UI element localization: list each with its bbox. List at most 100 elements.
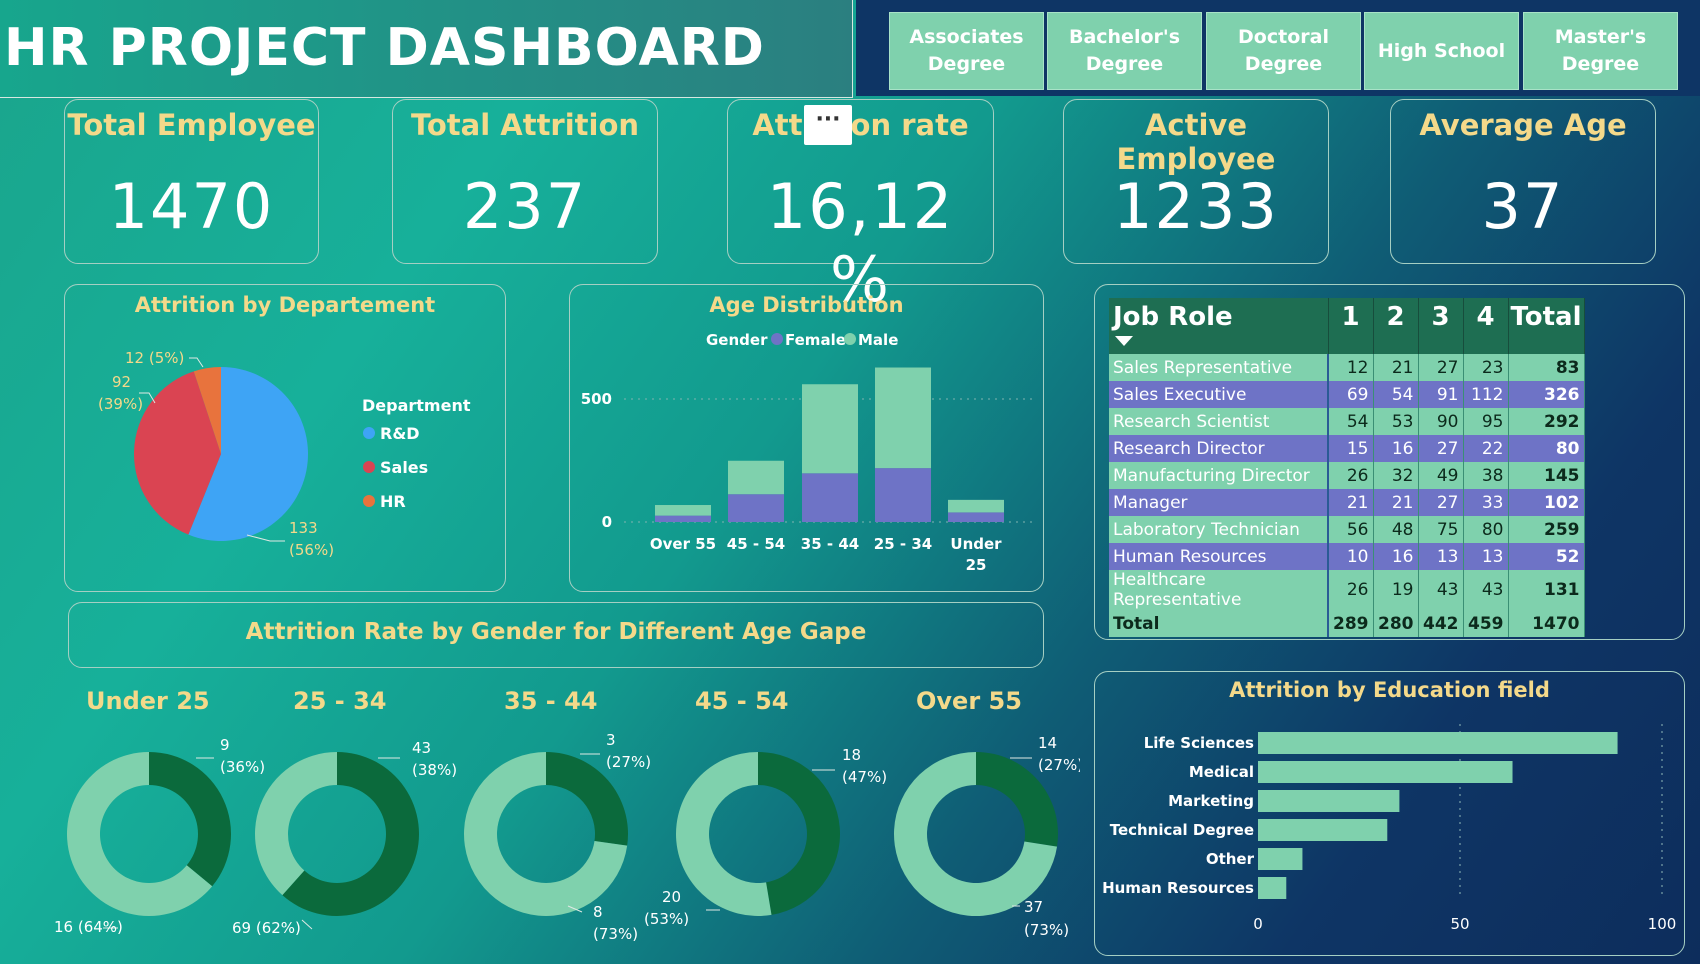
donut-segment-light[interactable] — [66, 752, 213, 916]
table-row: Sales Executive 69 54 91 112 326 — [1109, 381, 1585, 408]
legend-title: Department — [362, 396, 471, 415]
total-cell: 326 — [1508, 381, 1585, 408]
legend-dot — [363, 427, 375, 439]
slicer-button-1[interactable]: Associates Degree — [889, 12, 1044, 90]
total-cell: 292 — [1508, 408, 1585, 435]
donut-segment-light[interactable] — [675, 752, 772, 916]
donut-segment-dark[interactable] — [282, 752, 419, 916]
age-group-title: 45 - 54 — [695, 687, 789, 715]
slicer-label-line1: Bachelor's — [1068, 26, 1181, 48]
y-tick-label: Medical — [1189, 763, 1254, 781]
column-header[interactable]: Total — [1508, 298, 1585, 354]
legend-item[interactable]: HR — [380, 492, 406, 511]
column-header-label: 2 — [1386, 302, 1405, 332]
edu-bar-3[interactable] — [1258, 790, 1400, 812]
slicer-label: Master's Degree — [1555, 24, 1647, 78]
sort-descending-icon[interactable] — [1115, 336, 1135, 348]
x-tick-label: 0 — [1253, 915, 1263, 933]
kpi-card-2: Total Attrition 237 — [392, 99, 658, 264]
column-header[interactable]: Job Role — [1109, 298, 1329, 354]
donut-segment-dark[interactable] — [976, 752, 1058, 847]
kpi-card-4: Active Employee 1233 — [1063, 99, 1329, 264]
edu-bar-5[interactable] — [1258, 848, 1303, 870]
column-header[interactable]: 1 — [1328, 298, 1374, 354]
job-role-cell: Healthcare Representative — [1109, 570, 1329, 610]
total-cell: 52 — [1508, 543, 1585, 570]
bar-male-2[interactable] — [728, 460, 784, 495]
donut-segment-light[interactable] — [893, 752, 1058, 916]
bar-male-1[interactable] — [655, 505, 711, 516]
slicer-button-2[interactable]: Bachelor's Degree — [1047, 12, 1202, 90]
total-value-cell: 442 — [1418, 610, 1464, 637]
slicer-label: Associates Degree — [909, 24, 1023, 78]
grand-total-cell: 1470 — [1508, 610, 1585, 637]
bar-male-4[interactable] — [875, 367, 931, 469]
pie-slice-sales[interactable] — [134, 371, 221, 535]
value-cell: 21 — [1373, 354, 1419, 381]
slicer-button-3[interactable]: Doctoral Degree — [1206, 12, 1361, 90]
value-cell: 21 — [1328, 489, 1374, 516]
slicer-label-line1: High School — [1377, 39, 1506, 62]
donut-segment-light[interactable] — [255, 752, 337, 896]
value-cell: 80 — [1463, 516, 1509, 543]
gender-attrition-donuts: 9 (36%) 16 (64%) 69 (62%) 43 (38%) 3 (27%) 8 (73%… — [54, 731, 1080, 943]
edu-bar-2[interactable] — [1258, 761, 1513, 783]
donut-segment-light[interactable] — [463, 752, 628, 916]
pie-data-label: 92 — [112, 373, 131, 391]
pie-slice-rd[interactable] — [188, 367, 309, 541]
bar-female-4[interactable] — [875, 468, 931, 522]
donut-label-dark: 3 — [606, 731, 616, 749]
pie-data-label: 12 (5%) — [125, 349, 184, 367]
value-cell: 90 — [1418, 408, 1464, 435]
age-group-title: 25 - 34 — [293, 687, 387, 715]
education-field-panel: Attrition by Education field 0 50 100 Life … — [1094, 671, 1685, 956]
donut-label-light: 43 — [412, 739, 431, 757]
job-role-cell: Research Director — [1109, 435, 1329, 462]
job-role-cell: Sales Executive — [1109, 381, 1329, 408]
kpi-card-1: Total Employee 1470 — [64, 99, 319, 264]
age-distribution-chart: Gender Female Male 500 0 Over 55 45 - 54 35 - 4… — [581, 331, 1034, 574]
table-row: Human Resources 10 16 13 13 52 — [1109, 543, 1585, 570]
edu-bar-1[interactable] — [1258, 732, 1618, 754]
pie-data-pct: (39%) — [98, 395, 143, 413]
donut-segment-dark[interactable] — [149, 752, 231, 887]
bar-male-3[interactable] — [802, 384, 858, 474]
column-header[interactable]: 4 — [1463, 298, 1509, 354]
bar-female-3[interactable] — [802, 473, 858, 522]
slicer-label-line2: Degree — [927, 53, 1006, 75]
donut-segment-dark[interactable] — [758, 752, 840, 915]
value-cell: 13 — [1463, 543, 1509, 570]
kpi-title: Active Employee — [1116, 108, 1276, 176]
edu-bar-6[interactable] — [1258, 877, 1287, 899]
slicer-button-4[interactable]: High School — [1364, 12, 1519, 90]
value-cell: 15 — [1328, 435, 1374, 462]
slicer-label: Doctoral Degree — [1238, 24, 1329, 78]
attrition-by-department-panel: Attrition by Departement 133 (56%) 92 (39%)… — [64, 284, 506, 592]
gender-attrition-banner: Attrition Rate by Gender for Different A… — [68, 602, 1044, 668]
leader-line — [139, 392, 156, 404]
x-tick-label: Under — [950, 535, 1002, 553]
total-cell: 259 — [1508, 516, 1585, 543]
pie-slice-hr[interactable] — [193, 367, 221, 454]
total-cell: 83 — [1508, 354, 1585, 381]
bar-female-2[interactable] — [728, 494, 784, 522]
donut-segment-dark[interactable] — [546, 752, 628, 846]
job-role-cell: Manufacturing Director — [1109, 462, 1329, 489]
banner-title: Attrition Rate by Gender for Different A… — [245, 619, 867, 645]
column-header[interactable]: 3 — [1418, 298, 1464, 354]
legend-item[interactable]: Female — [785, 331, 846, 349]
legend-item[interactable]: Sales — [380, 458, 428, 477]
bar-male-5[interactable] — [948, 499, 1004, 513]
more-options-icon[interactable]: ··· — [804, 105, 852, 145]
value-cell: 48 — [1373, 516, 1419, 543]
bar-female-1[interactable] — [655, 515, 711, 522]
legend-item[interactable]: Male — [858, 331, 898, 349]
column-header[interactable]: 2 — [1373, 298, 1419, 354]
legend-item[interactable]: R&D — [380, 424, 420, 443]
edu-bar-4[interactable] — [1258, 819, 1388, 841]
job-role-table: Job Role 1 2 3 4 Total Sales Representative 12 2… — [1109, 298, 1585, 637]
bar-female-5[interactable] — [948, 512, 1004, 522]
total-value-cell: 280 — [1373, 610, 1419, 637]
slicer-button-5[interactable]: Master's Degree — [1523, 12, 1678, 90]
column-header-label: 3 — [1431, 302, 1450, 332]
